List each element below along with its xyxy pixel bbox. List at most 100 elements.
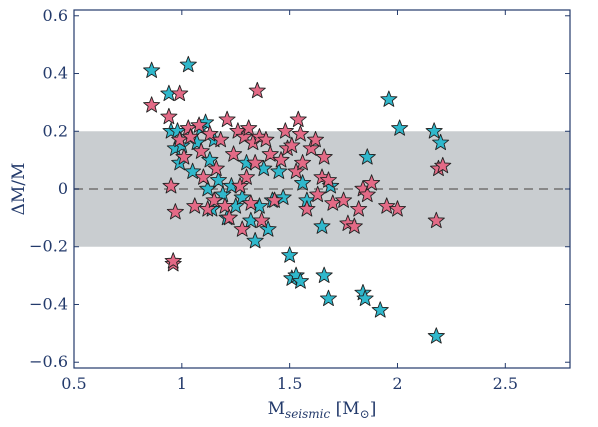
pink-star-marker bbox=[186, 197, 204, 214]
pink-star-marker bbox=[298, 200, 316, 217]
cyan-star-marker bbox=[179, 55, 197, 73]
pink-star-marker bbox=[225, 145, 243, 162]
pink-star-marker bbox=[302, 139, 320, 156]
plot-area bbox=[73, 9, 571, 369]
pink-star-marker bbox=[220, 208, 238, 226]
pink-star-marker bbox=[363, 174, 381, 191]
cyan-star-marker bbox=[143, 61, 161, 78]
y-tick-label: 0.6 bbox=[43, 6, 68, 25]
y-tick-label: −0.4 bbox=[29, 294, 68, 313]
data-markers bbox=[143, 55, 452, 344]
cyan-star-marker bbox=[294, 174, 312, 191]
pink-star-marker bbox=[291, 125, 309, 142]
pink-star-marker bbox=[287, 162, 305, 179]
cyan-star-marker bbox=[274, 188, 292, 205]
cyan-star-marker bbox=[184, 162, 202, 179]
pink-star-marker bbox=[212, 130, 230, 148]
pink-star-marker bbox=[205, 191, 223, 208]
y-axis-ticks: 0.6 0.4 0.2 0 −0.2 −0.4 −0.6 bbox=[29, 6, 570, 371]
x-axis-label-subscript: seismic bbox=[285, 407, 330, 421]
x-tick-label: 2.5 bbox=[493, 374, 518, 393]
cyan-star-marker bbox=[391, 119, 409, 136]
cyan-star-marker bbox=[356, 289, 374, 307]
pink-star-marker bbox=[207, 159, 225, 177]
pink-star-marker bbox=[160, 107, 178, 125]
cyan-star-marker bbox=[371, 301, 389, 318]
cyan-star-marker bbox=[246, 232, 264, 249]
pink-star-marker bbox=[257, 130, 275, 148]
pink-star-marker bbox=[218, 110, 236, 128]
pink-star-marker bbox=[335, 191, 353, 208]
pink-star-marker bbox=[233, 220, 251, 237]
x-axis-label-unit-subscript: ⊙ bbox=[360, 407, 370, 421]
y-tick-label: 0 bbox=[58, 179, 68, 198]
pink-star-marker bbox=[190, 116, 208, 133]
pink-star-marker bbox=[192, 142, 210, 159]
pink-star-marker bbox=[171, 84, 189, 102]
pink-star-marker bbox=[253, 211, 271, 229]
cyan-star-marker bbox=[270, 162, 288, 179]
pink-star-marker bbox=[246, 154, 264, 171]
pink-star-marker bbox=[242, 194, 260, 211]
cyan-star-marker bbox=[201, 151, 219, 168]
cyan-star-marker bbox=[291, 272, 309, 289]
pink-star-marker bbox=[315, 148, 333, 165]
pink-star-marker bbox=[307, 130, 325, 148]
pink-star-marker bbox=[309, 185, 327, 203]
pink-star-marker bbox=[231, 177, 249, 194]
pink-star-marker bbox=[235, 128, 253, 145]
pink-star-marker bbox=[143, 96, 161, 113]
pink-star-marker bbox=[164, 252, 182, 269]
cyan-star-marker bbox=[425, 122, 443, 139]
pink-star-marker bbox=[166, 203, 184, 220]
y-tick-label: 0.2 bbox=[43, 121, 68, 140]
cyan-star-marker bbox=[358, 148, 376, 165]
cyan-star-marker bbox=[380, 90, 398, 107]
cyan-star-marker bbox=[209, 171, 228, 188]
pink-star-marker bbox=[194, 168, 212, 185]
pink-star-marker bbox=[199, 200, 217, 217]
y-tick-label: −0.6 bbox=[29, 352, 68, 371]
x-axis-ticks: 0.5 1 1.5 2 2.5 bbox=[61, 10, 518, 393]
pink-star-marker bbox=[181, 128, 199, 145]
y-axis-label: ΔM/M bbox=[9, 163, 29, 216]
x-tick-label: 1.5 bbox=[277, 374, 302, 393]
pink-star-marker bbox=[261, 145, 279, 162]
pink-star-marker bbox=[266, 191, 284, 208]
x-tick-label: 1 bbox=[177, 374, 187, 393]
y-tick-label: −0.2 bbox=[29, 237, 68, 256]
cyan-star-marker bbox=[315, 266, 333, 283]
pink-star-marker bbox=[388, 200, 407, 217]
pink-star-marker bbox=[272, 151, 290, 168]
cyan-star-marker bbox=[313, 217, 331, 234]
pink-star-marker bbox=[350, 200, 368, 217]
cyan-star-marker bbox=[319, 289, 337, 307]
pink-star-marker bbox=[434, 156, 452, 174]
pink-star-marker bbox=[289, 110, 307, 128]
pink-star-marker bbox=[248, 81, 266, 99]
x-axis-label-unit-open: [M bbox=[330, 399, 359, 419]
pink-star-marker bbox=[378, 197, 396, 214]
cyan-star-marker bbox=[214, 185, 232, 203]
cyan-star-marker bbox=[427, 327, 445, 344]
pink-star-marker bbox=[216, 197, 234, 214]
cyan-star-marker bbox=[432, 133, 450, 151]
cyan-star-marker bbox=[233, 188, 251, 205]
x-tick-label: 2 bbox=[392, 374, 402, 393]
cyan-star-marker bbox=[281, 246, 299, 263]
x-axis-label-main: M bbox=[268, 399, 285, 419]
pink-star-marker bbox=[240, 119, 258, 136]
y-tick-label: 0.4 bbox=[43, 64, 68, 83]
pink-star-marker bbox=[276, 122, 294, 139]
x-tick-label: 0.5 bbox=[61, 374, 86, 393]
pink-star-marker bbox=[201, 125, 219, 142]
x-axis-label-unit-close: ] bbox=[370, 399, 377, 419]
pink-star-marker bbox=[427, 211, 445, 229]
pink-star-marker bbox=[175, 148, 193, 165]
pink-star-marker bbox=[237, 168, 256, 185]
pink-star-marker bbox=[162, 177, 180, 194]
pink-star-marker bbox=[283, 136, 301, 154]
pink-star-marker bbox=[358, 185, 376, 203]
pink-star-marker bbox=[294, 154, 312, 171]
